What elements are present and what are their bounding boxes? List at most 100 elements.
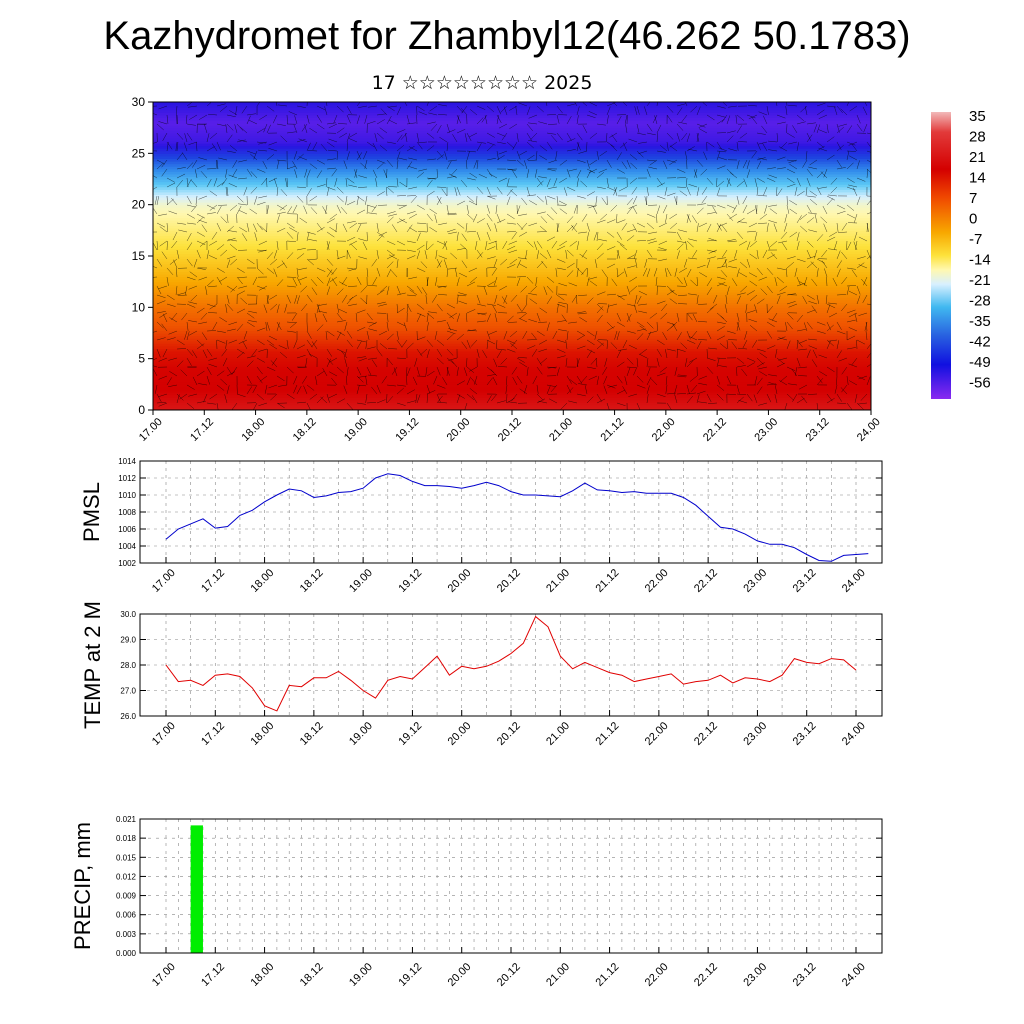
wind-barb: [306, 102, 308, 107]
x-tick-label: 23.00: [741, 961, 769, 989]
wind-barb: [560, 402, 568, 410]
wind-barb: [806, 195, 816, 198]
wind-barb: [786, 262, 795, 269]
wind-barb: [346, 236, 356, 242]
wind-barb: [278, 384, 288, 387]
x-tick-label: 18.00: [248, 567, 276, 595]
wind-barb: [406, 376, 408, 386]
wind-barb: [546, 249, 552, 259]
wind-barb: [595, 358, 598, 368]
wind-barb: [336, 249, 339, 259]
wind-barb: [425, 366, 428, 376]
wind-barb: [805, 150, 808, 160]
wind-barb: [636, 240, 646, 242]
wind-barb: [256, 128, 265, 134]
wind-barb: [766, 177, 776, 182]
wind-barb: [548, 186, 558, 189]
wind-barb: [766, 285, 773, 294]
wind-barb: [726, 239, 736, 242]
heatmap-band: [153, 368, 871, 373]
wind-barb: [303, 385, 308, 395]
wind-barb: [688, 257, 698, 260]
wind-barb: [576, 375, 583, 384]
wind-barb: [631, 186, 638, 195]
wind-barb: [569, 240, 578, 247]
wind-barb: [156, 162, 164, 170]
wind-barb: [785, 106, 788, 116]
wind-barb: [161, 323, 168, 332]
wind-barb: [376, 289, 385, 296]
heatmap-band: [153, 220, 871, 224]
wind-barb: [808, 166, 818, 170]
wind-barb: [316, 226, 325, 233]
wind-barb: [466, 177, 476, 181]
wind-barb: [476, 141, 486, 144]
wind-barb: [266, 105, 275, 112]
wind-barb: [716, 177, 718, 187]
heatmap-band: [153, 297, 871, 301]
wind-barb: [866, 223, 868, 233]
wind-barb: [242, 233, 248, 242]
wind-barb: [405, 133, 408, 143]
wind-barb: [286, 114, 288, 124]
wind-barb: [196, 400, 206, 404]
wind-barb: [303, 205, 308, 215]
wind-barb: [612, 102, 618, 107]
wind-barb: [232, 168, 238, 177]
wind-barb: [536, 180, 544, 188]
wind-barb: [828, 339, 838, 342]
wind-barb: [676, 312, 680, 322]
wind-barb: [828, 248, 838, 251]
wind-barb: [754, 178, 758, 188]
wind-barb: [406, 249, 416, 252]
wind-barb: [240, 297, 248, 305]
wind-barb: [798, 339, 808, 344]
wind-barb: [800, 225, 808, 233]
wind-barb: [500, 258, 508, 266]
wind-barb: [606, 246, 616, 251]
wind-barb: [496, 348, 506, 351]
wind-barb: [536, 240, 543, 249]
wind-barb: [446, 330, 456, 335]
wind-barb: [540, 216, 548, 224]
wind-barb: [736, 160, 740, 170]
wind-barb: [166, 267, 174, 275]
wind-barb: [378, 303, 388, 307]
wind-barb: [556, 355, 566, 359]
wind-barb: [486, 157, 496, 161]
wind-barb: [826, 304, 831, 314]
wind-barb: [156, 222, 166, 228]
heatmap-band: [153, 291, 871, 296]
wind-barb: [802, 159, 808, 168]
wind-barb: [446, 312, 455, 319]
wind-barb: [171, 197, 178, 206]
wind-barb: [368, 284, 378, 287]
wind-barb: [799, 281, 808, 287]
wind-barb: [460, 243, 468, 251]
wind-barb: [548, 123, 558, 125]
wind-barb: [436, 320, 446, 323]
wind-barb: [526, 169, 530, 179]
x-tick-label: 21.12: [593, 567, 621, 595]
wind-barb: [846, 204, 855, 211]
wind-barb: [600, 213, 608, 221]
wind-barb: [690, 279, 698, 287]
wind-barb: [226, 225, 234, 233]
wind-barb: [816, 330, 826, 334]
wind-barb: [546, 384, 556, 387]
wind-barb: [666, 114, 673, 123]
wind-barb: [156, 123, 164, 131]
wind-barb: [638, 303, 648, 306]
wind-barb: [616, 271, 625, 278]
wind-barb: [200, 171, 208, 179]
wind-barb: [674, 196, 678, 206]
wind-barb: [326, 102, 328, 107]
wind-barb: [476, 105, 486, 110]
wind-barb: [665, 349, 668, 359]
wind-barb: [348, 285, 358, 287]
wind-barb: [721, 258, 728, 267]
wind-barb: [819, 371, 828, 377]
wind-barb: [566, 216, 574, 224]
wind-barb: [856, 196, 861, 206]
wind-barb: [749, 280, 758, 287]
